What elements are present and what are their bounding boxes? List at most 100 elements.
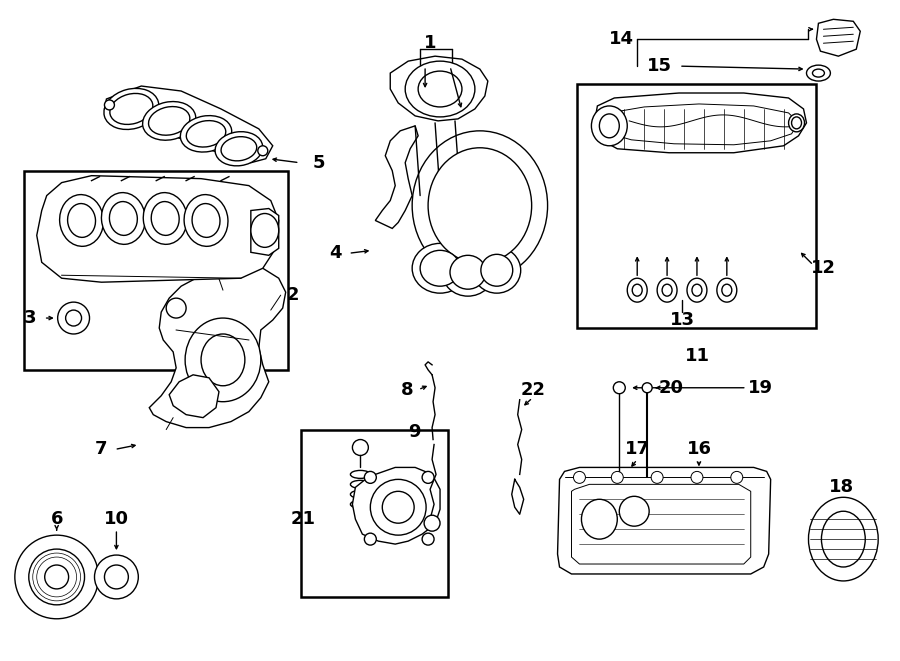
Ellipse shape — [350, 490, 370, 498]
Text: 10: 10 — [104, 510, 129, 528]
Text: 8: 8 — [400, 381, 413, 399]
Ellipse shape — [104, 565, 129, 589]
Ellipse shape — [652, 471, 663, 483]
Ellipse shape — [599, 114, 619, 137]
Ellipse shape — [14, 535, 98, 619]
Ellipse shape — [110, 202, 138, 235]
Ellipse shape — [58, 302, 89, 334]
Ellipse shape — [692, 284, 702, 296]
Ellipse shape — [180, 116, 231, 152]
Text: 5: 5 — [312, 154, 325, 172]
Ellipse shape — [717, 278, 737, 302]
Text: 1: 1 — [424, 34, 436, 52]
Polygon shape — [251, 208, 279, 255]
Ellipse shape — [382, 491, 414, 524]
Ellipse shape — [412, 243, 468, 293]
Text: 14: 14 — [608, 30, 634, 48]
Ellipse shape — [591, 106, 627, 146]
Ellipse shape — [251, 214, 279, 247]
Ellipse shape — [166, 298, 186, 318]
Ellipse shape — [184, 194, 228, 247]
Text: 6: 6 — [50, 510, 63, 528]
Ellipse shape — [806, 65, 831, 81]
Ellipse shape — [418, 71, 462, 107]
Ellipse shape — [424, 515, 440, 531]
Polygon shape — [594, 93, 806, 153]
Ellipse shape — [450, 255, 486, 289]
Polygon shape — [391, 56, 488, 121]
Text: 7: 7 — [95, 440, 108, 459]
Ellipse shape — [110, 93, 153, 124]
Ellipse shape — [148, 106, 190, 136]
Text: 12: 12 — [811, 259, 836, 277]
Ellipse shape — [412, 131, 547, 280]
Polygon shape — [816, 19, 860, 56]
Ellipse shape — [422, 533, 434, 545]
Ellipse shape — [657, 278, 677, 302]
Ellipse shape — [350, 500, 370, 508]
Ellipse shape — [481, 254, 513, 286]
Ellipse shape — [29, 549, 85, 605]
Polygon shape — [104, 86, 273, 163]
Text: 9: 9 — [408, 422, 420, 441]
Polygon shape — [149, 265, 285, 428]
Ellipse shape — [792, 117, 802, 129]
Ellipse shape — [687, 278, 707, 302]
Ellipse shape — [364, 533, 376, 545]
Ellipse shape — [151, 202, 179, 235]
Ellipse shape — [350, 481, 370, 488]
Ellipse shape — [94, 555, 139, 599]
Bar — [578, 84, 816, 328]
Bar — [23, 171, 288, 370]
Ellipse shape — [808, 497, 878, 581]
Ellipse shape — [142, 102, 196, 140]
Ellipse shape — [691, 471, 703, 483]
Ellipse shape — [364, 471, 376, 483]
Text: 4: 4 — [329, 245, 342, 262]
Ellipse shape — [257, 146, 268, 156]
Ellipse shape — [68, 204, 95, 237]
Ellipse shape — [186, 120, 226, 147]
Ellipse shape — [573, 471, 585, 483]
Ellipse shape — [104, 100, 114, 110]
Text: 17: 17 — [625, 440, 650, 459]
Ellipse shape — [813, 69, 824, 77]
Text: 19: 19 — [748, 379, 773, 397]
Ellipse shape — [45, 565, 68, 589]
Ellipse shape — [104, 89, 158, 130]
Ellipse shape — [422, 471, 434, 483]
Ellipse shape — [442, 249, 494, 296]
Polygon shape — [353, 467, 440, 544]
Ellipse shape — [192, 204, 220, 237]
Ellipse shape — [66, 310, 82, 326]
Ellipse shape — [611, 471, 624, 483]
Ellipse shape — [731, 471, 742, 483]
Ellipse shape — [420, 251, 460, 286]
Polygon shape — [375, 126, 419, 229]
Ellipse shape — [59, 194, 104, 247]
Ellipse shape — [722, 284, 732, 296]
Ellipse shape — [353, 440, 368, 455]
Text: 20: 20 — [659, 379, 684, 397]
Text: 21: 21 — [291, 510, 316, 528]
Polygon shape — [169, 375, 219, 418]
Ellipse shape — [185, 318, 261, 402]
Ellipse shape — [221, 137, 256, 161]
Ellipse shape — [102, 192, 145, 245]
Text: 18: 18 — [829, 479, 854, 496]
Text: 11: 11 — [685, 347, 709, 365]
Ellipse shape — [619, 496, 649, 526]
Polygon shape — [557, 467, 770, 574]
Ellipse shape — [215, 132, 263, 166]
Ellipse shape — [627, 278, 647, 302]
Text: 13: 13 — [670, 311, 695, 329]
Ellipse shape — [632, 284, 643, 296]
Ellipse shape — [613, 382, 626, 394]
Ellipse shape — [662, 284, 672, 296]
Text: 3: 3 — [23, 309, 36, 327]
Ellipse shape — [643, 383, 652, 393]
Ellipse shape — [201, 334, 245, 386]
Text: 22: 22 — [520, 381, 545, 399]
Ellipse shape — [822, 511, 865, 567]
Text: 2: 2 — [286, 286, 299, 304]
